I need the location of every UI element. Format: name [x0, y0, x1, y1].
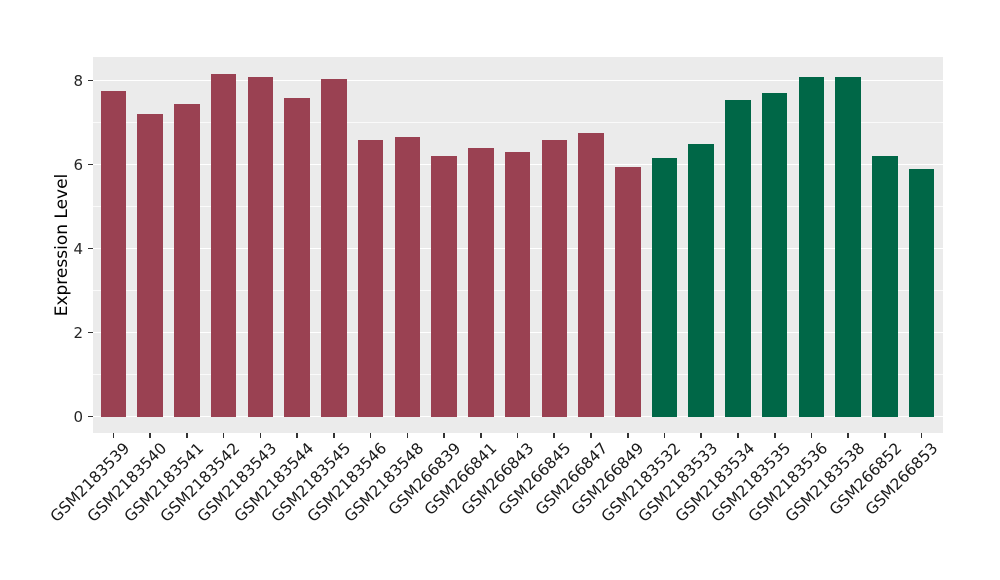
x-tick-mark: [259, 433, 262, 438]
x-tick-mark: [369, 433, 372, 438]
bar-GSM2183538: [835, 76, 861, 417]
x-tick-mark: [810, 433, 813, 438]
x-tick-mark: [737, 433, 739, 438]
bar-GSM2183533: [688, 143, 714, 417]
x-tick-mark: [663, 433, 666, 438]
x-tick-mark: [773, 433, 776, 438]
y-tick-label: 8: [73, 71, 83, 90]
x-tick-mark: [516, 433, 519, 438]
y-tick-mark: [88, 163, 93, 166]
x-tick-mark: [480, 433, 482, 438]
y-tick-label: 6: [73, 155, 83, 174]
x-tick-mark: [296, 433, 298, 438]
y-axis-title: Expression Level: [52, 173, 72, 317]
bar-GSM2183540: [137, 114, 163, 417]
bar-GSM266853: [908, 168, 935, 417]
x-tick-mark: [884, 433, 886, 438]
bar-GSM2183546: [357, 139, 384, 417]
x-tick-mark: [333, 433, 335, 438]
minor-gridline: [93, 122, 943, 124]
bar-GSM2183536: [798, 76, 825, 417]
y-tick-label: 4: [73, 239, 83, 258]
y-tick-label: 2: [73, 323, 83, 342]
bar-GSM2183542: [210, 74, 237, 417]
y-tick-mark: [88, 247, 93, 250]
x-tick-mark: [920, 433, 923, 438]
plot-panel: [93, 57, 943, 433]
y-tick-label: 0: [73, 407, 83, 426]
x-tick-mark: [626, 433, 629, 438]
bar-GSM2183548: [394, 137, 421, 417]
x-tick-mark: [847, 433, 849, 438]
bar-GSM266843: [504, 152, 531, 417]
bar-GSM266852: [872, 156, 898, 417]
bar-GSM2183532: [651, 158, 678, 417]
y-tick-mark: [88, 331, 93, 334]
bar-GSM2183543: [247, 76, 274, 417]
bar-GSM2183541: [174, 103, 200, 417]
x-tick-mark: [186, 433, 188, 438]
y-tick-mark: [88, 79, 93, 82]
bar-GSM266849: [615, 166, 641, 417]
bar-GSM266839: [431, 156, 457, 417]
x-tick-mark: [149, 433, 151, 438]
bar-GSM2183535: [761, 93, 788, 417]
x-tick-mark: [406, 433, 409, 438]
y-tick-mark: [88, 415, 93, 418]
bar-GSM266847: [578, 133, 604, 417]
x-tick-mark: [443, 433, 445, 438]
bar-GSM2183534: [725, 99, 751, 417]
bar-GSM266845: [541, 139, 568, 417]
bar-GSM2183544: [284, 97, 310, 417]
bar-GSM266841: [468, 147, 494, 417]
x-tick-mark: [112, 433, 115, 438]
x-tick-mark: [590, 433, 592, 438]
x-tick-mark: [700, 433, 703, 438]
x-tick-mark: [553, 433, 556, 438]
major-gridline: [93, 415, 943, 418]
x-tick-mark: [222, 433, 225, 438]
bar-GSM2183539: [100, 91, 127, 417]
bar-GSM2183545: [321, 78, 347, 417]
major-gridline: [93, 79, 943, 82]
